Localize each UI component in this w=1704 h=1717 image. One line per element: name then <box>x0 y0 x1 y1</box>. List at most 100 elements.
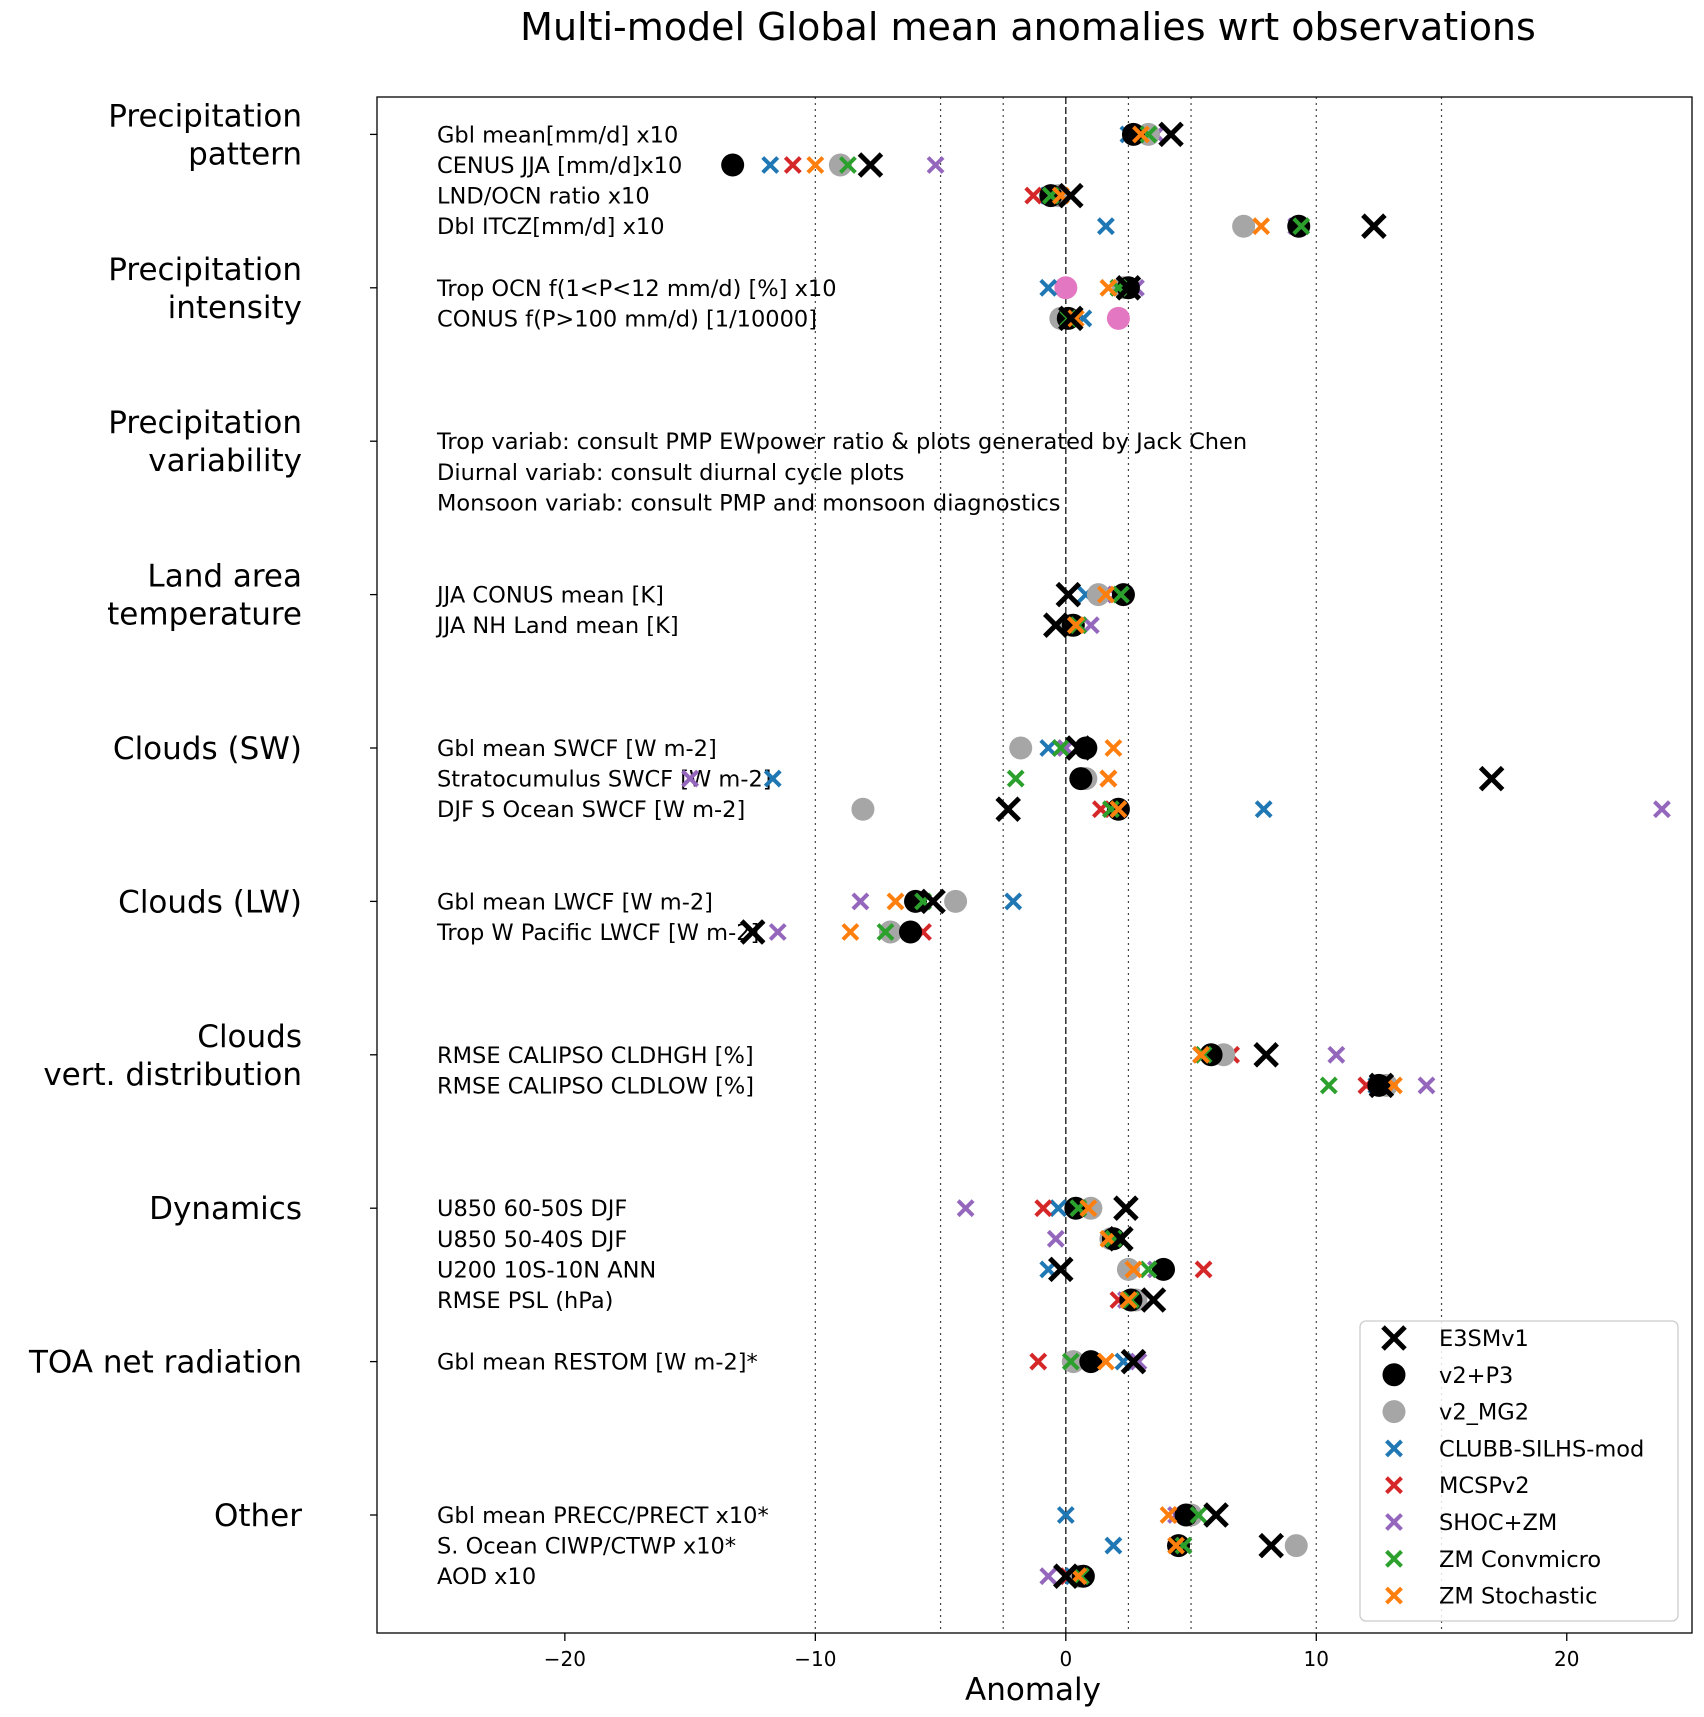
metric-label: Gbl mean LWCF [W m-2] <box>437 889 713 915</box>
data-point-e3smv1-stroke <box>1053 1563 1079 1589</box>
metric-label: Trop OCN f(1<P<12 mm/d) [%] x10 <box>436 276 837 302</box>
data-point-zm-convmicro <box>1061 1352 1080 1371</box>
data-point-e3smv1 <box>739 919 766 945</box>
data-point-zm-stochastic <box>1119 1291 1138 1309</box>
metric-label: U850 50-40S DJF <box>437 1227 627 1253</box>
data-point-zm-stochastic-stroke <box>1159 1506 1178 1524</box>
data-point-clubb-silhs-mod-stroke <box>1049 1199 1068 1218</box>
data-point-shoc-zm <box>1327 1045 1346 1064</box>
data-point-e3smv1 <box>1158 121 1184 148</box>
legend-marker <box>1382 1400 1406 1424</box>
data-point-e3smv1-stroke <box>1258 1532 1284 1559</box>
data-point-clubb-silhs-mod-stroke <box>1104 1536 1123 1555</box>
category-label: Clouds <box>197 1019 302 1055</box>
data-point-v2-mg2 <box>1086 583 1110 607</box>
data-point-zm-stochastic-stroke <box>1066 309 1085 328</box>
plot-frame <box>376 96 1693 1634</box>
metric-label: Gbl mean SWCF [W m-2] <box>437 736 717 762</box>
data-point-e3smv1 <box>1058 305 1084 332</box>
data-point-zm-stochastic-stroke <box>1096 1352 1115 1371</box>
data-point-v2-mg2 <box>1284 1534 1308 1558</box>
data-point-e3smv1 <box>1048 1256 1074 1283</box>
data-point-zm-convmicro-stroke <box>1061 1352 1080 1371</box>
note-text: Monsoon variab: consult PMP and monsoon … <box>437 490 1060 516</box>
data-point-shoc-zm <box>1417 1076 1436 1095</box>
data-point-v2-p3 <box>1074 736 1098 760</box>
category-label: vert. distribution <box>43 1057 302 1093</box>
data-point-shoc-zm-stroke <box>1327 1045 1346 1064</box>
legend-label: CLUBB-SILHS-mod <box>1439 1436 1644 1462</box>
legend-marker <box>1382 1363 1406 1387</box>
data-point-zm-convmicro-stroke <box>1112 585 1130 604</box>
legend-label: SHOC+ZM <box>1439 1510 1557 1536</box>
metric-label: Gbl mean PRECC/PRECT x10* <box>437 1503 769 1529</box>
data-point-e3smv1 <box>1108 1226 1134 1252</box>
data-point-e3smv1 <box>995 796 1021 822</box>
data-point-zm-stochastic-stroke <box>1119 1291 1138 1309</box>
data-point-e3smv1-stroke <box>1120 1348 1147 1375</box>
data-point-zm-convmicro <box>1112 585 1130 604</box>
data-point-e3smv1 <box>1368 1072 1395 1099</box>
metric-label: LND/OCN ratio x10 <box>437 184 650 210</box>
x-tick-label: −20 <box>544 1647 586 1671</box>
data-point-v2-p3 <box>1069 767 1093 791</box>
data-point-clubb-silhs-mod-stroke <box>1004 892 1023 911</box>
data-point-v2-p3 <box>904 889 928 913</box>
legend-label: MCSPv2 <box>1439 1473 1530 1499</box>
metric-labels: Gbl mean[mm/d] x10 CENUS JJA [mm/d]x10 LND… <box>435 122 1247 1590</box>
data-point-e3smv1 <box>1253 1042 1279 1068</box>
data-point-mcspv2 <box>1029 1352 1048 1371</box>
data-point-v2-p3 <box>1151 1257 1175 1281</box>
category-label: TOA net radiation <box>28 1345 302 1381</box>
data-point-e3smv1 <box>1053 1563 1079 1589</box>
category-label: Precipitation <box>108 98 302 134</box>
data-point-e3smv1-stroke <box>1478 765 1505 792</box>
data-point-e3smv1 <box>1065 735 1092 761</box>
data-point-e3smv1-stroke <box>995 796 1021 822</box>
data-point-shoc-zm-stroke <box>956 1199 975 1218</box>
data-point-zm-convmicro-stroke <box>876 923 895 941</box>
data-point-e3smv1 <box>920 888 946 915</box>
data-point-shoc-zm <box>851 892 870 911</box>
data-point-zm-stochastic <box>1159 1506 1178 1524</box>
data-point-shoc-zm <box>1129 1352 1148 1371</box>
data-point-v2-mg2 <box>1116 1257 1140 1281</box>
data-point-zm-convmicro-stroke <box>1189 1506 1208 1524</box>
data-point-e3smv1-stroke <box>1048 1256 1074 1283</box>
data-point-zm-stochastic <box>1079 1199 1098 1218</box>
legend-marker <box>1385 1439 1403 1458</box>
data-point-zm-convmicro <box>1139 1260 1158 1279</box>
metric-label: JJA NH Land mean [K] <box>435 613 679 639</box>
legend-label: ZM Stochastic <box>1439 1584 1597 1610</box>
data-point-extra <box>1054 276 1078 300</box>
data-point-mcspv2-stroke <box>1029 1352 1048 1371</box>
data-point-zm-stochastic <box>1104 739 1123 757</box>
data-point-e3smv1-stroke <box>1203 1502 1229 1528</box>
legend: E3SMv1 v2+P3 v2_MG2 CLUBB-SILHS-mod MCSPv2 SH… <box>1359 1320 1679 1622</box>
data-point-e3smv1-stroke <box>857 152 884 178</box>
data-point-zm-convmicro <box>1292 217 1311 236</box>
metric-label: Stratocumulus SWCF [W m-2] <box>437 767 772 793</box>
metric-label: RMSE CALIPSO CLDLOW [%] <box>437 1073 754 1099</box>
data-point-e3smv1-stroke <box>1368 1072 1395 1099</box>
category-label: Dynamics <box>149 1191 302 1227</box>
data-point-clubb-silhs-mod-stroke <box>1254 800 1273 819</box>
data-point-e3smv1 <box>1478 765 1505 792</box>
legend-marker <box>1385 1476 1403 1495</box>
data-point-e3smv1-stroke <box>1140 1287 1167 1313</box>
data-point-clubb-silhs-mod <box>1104 1536 1123 1555</box>
data-point-clubb-silhs-mod-stroke <box>1039 278 1058 297</box>
data-point-shoc-zm <box>681 769 700 788</box>
data-point-zm-stochastic <box>1099 769 1118 788</box>
data-point-zm-stochastic-stroke <box>1167 1536 1185 1555</box>
data-point-e3smv1-stroke <box>1108 1226 1134 1252</box>
data-point-zm-stochastic-stroke <box>1192 1045 1210 1064</box>
data-point-clubb-silhs-mod <box>1004 892 1023 911</box>
data-point-e3smv1 <box>1140 1287 1167 1313</box>
metric-label: Gbl mean[mm/d] x10 <box>437 122 678 148</box>
metric-label: RMSE PSL (hPa) <box>437 1288 613 1314</box>
legend-marker-stroke <box>1385 1439 1403 1458</box>
data-point-e3smv1-stroke <box>1058 182 1084 209</box>
metric-label: Trop W Pacific LWCF [W m-2] <box>436 920 759 946</box>
